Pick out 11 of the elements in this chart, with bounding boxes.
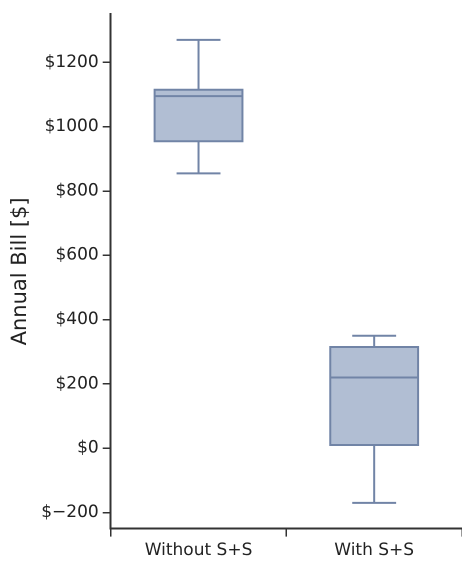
y-tick-label: $1200	[44, 52, 99, 72]
y-tick-label: $0	[77, 438, 99, 458]
y-tick-label: $600	[55, 244, 99, 265]
y-tick-label: $1000	[44, 116, 99, 136]
y-tick-label: $200	[55, 373, 99, 394]
y-tick-label: $−200	[41, 502, 99, 522]
y-tick-label: $800	[55, 180, 99, 200]
y-tick-label: $400	[55, 309, 99, 330]
x-tick-label: With S+S	[334, 540, 414, 560]
y-axis-title: Annual Bill [$]	[7, 197, 32, 346]
x-tick-label: Without S+S	[144, 540, 252, 560]
